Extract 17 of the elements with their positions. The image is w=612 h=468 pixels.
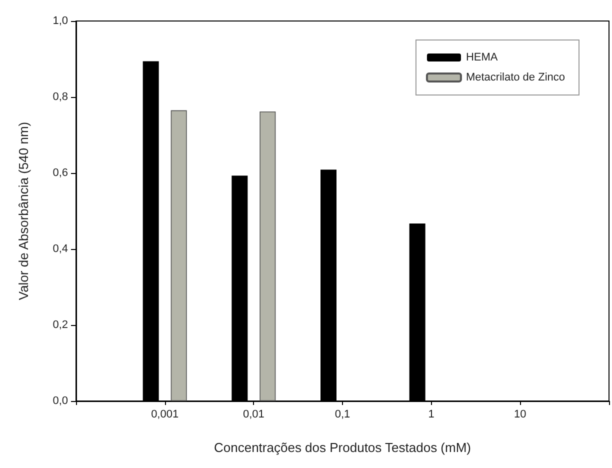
legend-label: HEMA — [466, 52, 498, 64]
x-tick-label: 0,01 — [242, 408, 264, 420]
x-tick-label: 0,1 — [334, 408, 350, 420]
bar — [260, 111, 276, 401]
bar — [170, 110, 187, 401]
y-tick-label: 0,0 — [52, 395, 68, 407]
x-tick-label: 0,001 — [151, 408, 179, 420]
x-tick-label: 10 — [514, 408, 526, 420]
y-tick-label: 0,4 — [52, 243, 68, 255]
y-tick-label: 0,8 — [52, 91, 68, 103]
y-tick-label: 0,2 — [52, 319, 68, 331]
y-tick-label: 0,6 — [52, 167, 68, 179]
y-tick-label: 1,0 — [52, 15, 68, 27]
x-tick-label: 1 — [428, 408, 434, 420]
x-axis-title: Concentrações dos Produtos Testados (mM) — [214, 440, 471, 455]
legend-label: Metacrilato de Zinco — [466, 72, 566, 84]
y-axis-title: Valor de Absorbância (540 nm) — [16, 122, 31, 300]
